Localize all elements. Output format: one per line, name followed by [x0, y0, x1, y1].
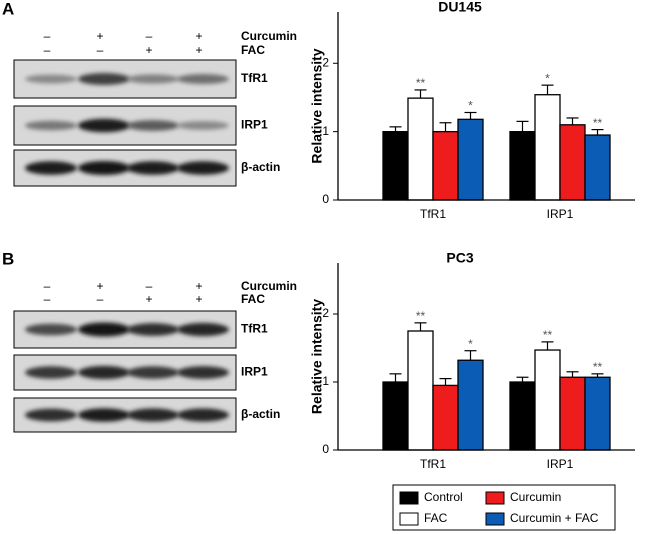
blot-band: [127, 74, 179, 84]
bar: [382, 130, 409, 201]
significance-label: *: [545, 71, 550, 85]
blot-band: [177, 322, 229, 337]
blot-band: [78, 408, 130, 422]
bar: [432, 384, 459, 451]
y-tick-label: 1: [322, 124, 329, 138]
band-label: IRP1: [241, 118, 268, 132]
y-tick-label: 1: [322, 374, 329, 388]
blot-band: [127, 161, 179, 175]
treatment-sign: –: [97, 43, 104, 57]
treatment-sign: –: [44, 43, 51, 57]
band-label: TfR1: [241, 71, 268, 85]
blot-band: [78, 365, 130, 380]
treatment-sign: –: [146, 279, 153, 293]
significance-label: **: [416, 76, 426, 90]
chart-title: PC3: [446, 250, 473, 266]
blot-band: [127, 120, 179, 131]
bar: [559, 376, 586, 451]
y-axis-label: Relative intensity: [309, 299, 325, 414]
blot-band: [177, 121, 229, 130]
treatment-sign: +: [96, 279, 103, 293]
blot-band: [25, 323, 77, 336]
blot-band: [127, 323, 179, 336]
bar: [559, 124, 586, 201]
treatment-label: FAC: [241, 43, 265, 57]
x-tick-label: TfR1: [420, 207, 446, 221]
bar: [534, 94, 561, 201]
y-tick-label: 0: [322, 192, 329, 206]
chart-title: DU145: [438, 0, 482, 15]
x-tick-label: IRP1: [547, 207, 574, 221]
bar: [509, 130, 536, 201]
bar: [534, 349, 561, 451]
bar: [584, 134, 611, 201]
blot-band: [177, 161, 229, 175]
y-tick-label: 2: [322, 306, 329, 320]
panel-label: A: [2, 0, 14, 18]
treatment-sign: +: [96, 29, 103, 43]
treatment-sign: –: [44, 29, 51, 43]
x-tick-label: TfR1: [420, 457, 446, 471]
treatment-label: Curcumin: [241, 29, 297, 43]
legend-label: Control: [424, 490, 463, 504]
treatment-label: FAC: [241, 292, 265, 306]
significance-label: **: [593, 360, 603, 374]
blot-band: [127, 408, 179, 422]
bar: [382, 381, 409, 451]
bar: [584, 376, 611, 451]
blot-band: [25, 366, 77, 379]
band-label: β-actin: [241, 160, 280, 174]
treatment-sign: +: [195, 43, 202, 57]
legend-label: FAC: [424, 511, 448, 525]
legend-label: Curcumin: [510, 490, 561, 504]
significance-label: *: [468, 337, 473, 351]
bar: [509, 381, 536, 451]
band-label: IRP1: [241, 365, 268, 379]
blot-band: [78, 322, 130, 337]
significance-label: **: [593, 116, 603, 130]
treatment-sign: +: [195, 29, 202, 43]
legend-swatch: [485, 491, 505, 505]
legend-label: Curcumin + FAC: [510, 511, 599, 525]
x-tick-label: IRP1: [547, 457, 574, 471]
treatment-sign: –: [44, 279, 51, 293]
y-axis-label: Relative intensity: [309, 48, 325, 163]
legend-swatch: [485, 512, 505, 526]
treatment-label: Curcumin: [241, 279, 297, 293]
y-tick-label: 0: [322, 442, 329, 456]
bar: [407, 97, 434, 201]
significance-label: **: [416, 309, 426, 323]
blot-band: [177, 408, 229, 422]
treatment-sign: +: [195, 292, 202, 306]
treatment-sign: –: [146, 29, 153, 43]
blot-band: [78, 73, 130, 85]
blot-band: [127, 366, 179, 379]
blot-band: [177, 366, 229, 379]
bar: [432, 130, 459, 201]
legend-swatch: [399, 491, 419, 505]
panel-label: B: [2, 249, 14, 268]
blot-band: [177, 74, 229, 84]
blot-band: [25, 120, 77, 131]
bar: [457, 118, 484, 201]
treatment-sign: +: [145, 292, 152, 306]
blot-band: [25, 161, 77, 175]
band-label: TfR1: [241, 322, 268, 336]
bar: [457, 359, 484, 451]
treatment-sign: +: [195, 279, 202, 293]
treatment-sign: –: [44, 292, 51, 306]
blot-band: [25, 74, 77, 84]
treatment-sign: +: [145, 43, 152, 57]
treatment-sign: –: [97, 292, 104, 306]
significance-label: *: [468, 99, 473, 113]
band-label: β-actin: [241, 407, 280, 421]
legend-swatch: [399, 512, 419, 526]
significance-label: **: [543, 328, 553, 342]
blot-band: [78, 118, 130, 133]
bar: [407, 330, 434, 451]
blot-band: [78, 161, 130, 175]
blot-band: [25, 408, 77, 422]
y-tick-label: 2: [322, 55, 329, 69]
